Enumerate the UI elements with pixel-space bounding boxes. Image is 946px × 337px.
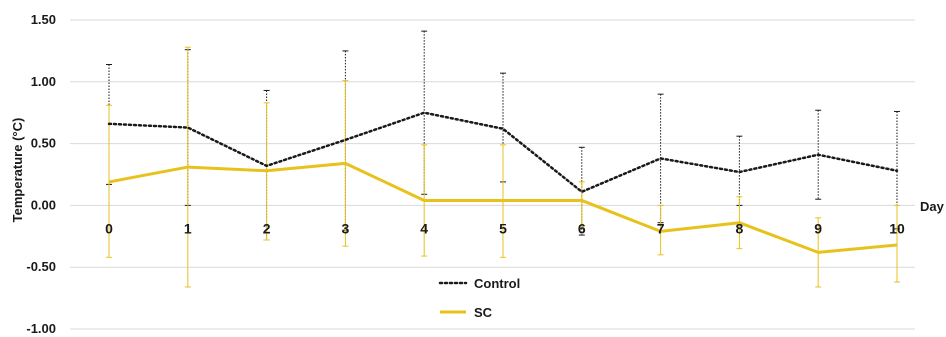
x-tick-label: 0 — [105, 220, 113, 236]
gridlines — [70, 19, 915, 330]
x-tick-labels: 0 1 2 3 4 5 6 7 8 9 10 — [105, 220, 905, 236]
x-tick-label: 7 — [657, 220, 665, 236]
x-axis-title: Day — [920, 199, 945, 214]
x-tick-label: 2 — [263, 220, 271, 236]
error-bars — [106, 30, 900, 288]
x-tick-label: 5 — [499, 220, 507, 236]
y-tick-label: 1.50 — [31, 12, 56, 27]
x-tick-label: 10 — [889, 220, 905, 236]
x-tick-label: 3 — [342, 220, 350, 236]
legend-label-control: Control — [474, 276, 520, 291]
x-tick-label: 6 — [578, 220, 586, 236]
x-tick-label: 1 — [184, 220, 192, 236]
y-tick-label: -0.50 — [26, 259, 56, 274]
y-tick-label: 0.00 — [31, 197, 56, 212]
y-tick-label: -1.00 — [26, 321, 56, 336]
y-axis-title: Temperature (°C) — [10, 118, 25, 223]
y-tick-labels: 1.50 1.00 0.50 0.00 -0.50 -1.00 — [26, 12, 56, 336]
y-tick-label: 1.00 — [31, 74, 56, 89]
series-line-sc — [108, 161, 898, 254]
y-tick-label: 0.50 — [31, 136, 56, 151]
legend: Control SC — [438, 276, 520, 320]
legend-label-sc: SC — [474, 305, 493, 320]
x-tick-label: 4 — [420, 220, 428, 236]
series-line-control — [107, 111, 899, 194]
x-tick-label: 9 — [814, 220, 822, 236]
series-lines — [107, 111, 899, 254]
x-tick-label: 8 — [736, 220, 744, 236]
